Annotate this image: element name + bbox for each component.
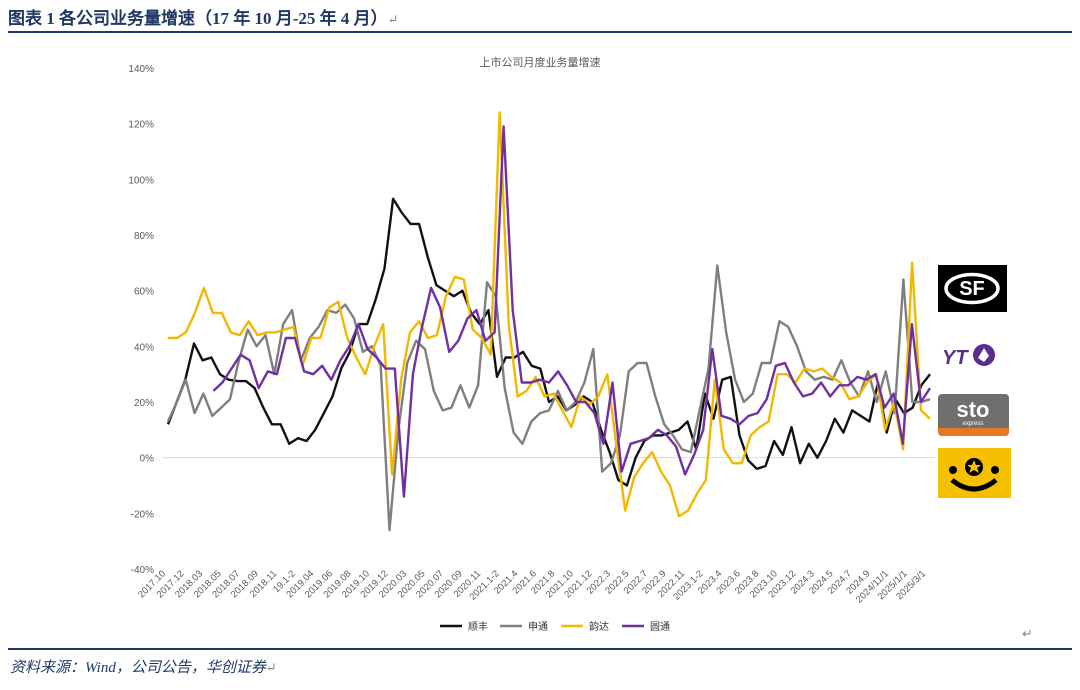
sf-logo: SF: [938, 265, 1007, 312]
zto-logo: [938, 448, 1011, 498]
svg-text:sto: sto: [957, 397, 990, 422]
y-tick-label: 140%: [128, 64, 154, 75]
y-tick-label: 0%: [140, 454, 155, 465]
y-tick-label: -20%: [131, 509, 154, 520]
y-tick-label: 120%: [128, 120, 154, 131]
paragraph-mark: ↵: [1022, 626, 1033, 641]
top-divider: [8, 31, 1072, 33]
y-tick-label: 20%: [134, 398, 154, 409]
legend-label: 申通: [528, 620, 548, 633]
x-axis: 2017.102017.122018.032018.052018.072018.…: [136, 568, 928, 605]
svg-text:YT: YT: [942, 347, 969, 369]
chart-title: 上市公司月度业务量增速: [480, 55, 601, 69]
sto-logo: sto express: [938, 394, 1009, 436]
series-line: [168, 111, 931, 518]
series-line: [212, 125, 932, 498]
series-lines: [166, 111, 932, 532]
y-tick-label: 80%: [134, 231, 154, 242]
svg-text:SF: SF: [959, 278, 985, 300]
series-line: [166, 264, 931, 532]
yto-logo: YT: [940, 338, 1010, 374]
y-axis: 140% 120% 100% 80% 60% 40% 20% 0% -20% -40%: [128, 64, 154, 576]
y-tick-label: 100%: [128, 175, 154, 186]
bottom-divider: [8, 648, 1072, 650]
series-line: [166, 197, 931, 487]
figure-title: 图表 1 各公司业务量增速（17 年 10 月-25 年 4 月）↵: [8, 9, 399, 28]
legend-label: 顺丰: [468, 620, 488, 633]
y-tick-label: -40%: [131, 565, 154, 576]
legend-label: 圆通: [650, 621, 670, 633]
legend-label: 韵达: [589, 620, 609, 633]
source-note: 资料来源：Wind，公司公告，华创证券↵: [10, 660, 277, 676]
legend: 顺丰 申通 韵达 圆通: [440, 620, 670, 633]
y-tick-label: 60%: [134, 287, 154, 298]
svg-text:express: express: [962, 421, 983, 427]
y-tick-label: 40%: [134, 342, 154, 353]
